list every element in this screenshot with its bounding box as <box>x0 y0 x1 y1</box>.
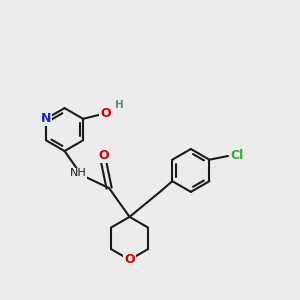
Text: O: O <box>100 107 111 120</box>
Text: O: O <box>124 253 135 266</box>
Text: NH: NH <box>70 168 87 178</box>
Text: N: N <box>41 112 51 125</box>
Text: H: H <box>115 100 124 110</box>
Text: Cl: Cl <box>231 149 244 163</box>
Text: O: O <box>98 149 109 162</box>
